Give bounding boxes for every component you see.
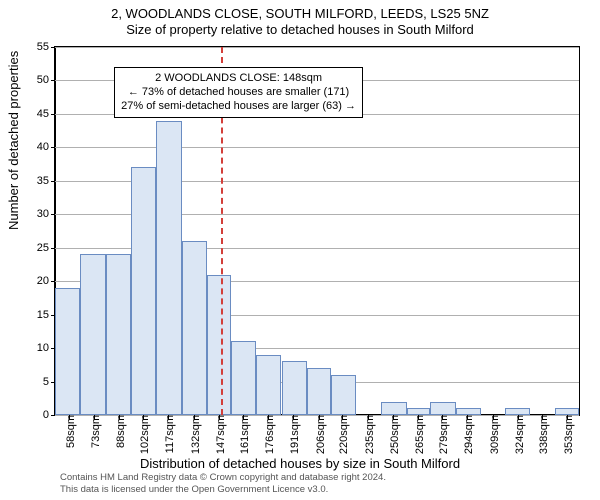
x-tick-label: 176sqm bbox=[260, 415, 276, 454]
annotation-line: 2 WOODLANDS CLOSE: 148sqm bbox=[121, 72, 356, 86]
gridline bbox=[55, 47, 579, 48]
y-tick-label: 15 bbox=[37, 309, 55, 321]
annotation-box: 2 WOODLANDS CLOSE: 148sqm← 73% of detach… bbox=[114, 67, 363, 118]
y-tick-label: 45 bbox=[37, 108, 55, 120]
histogram-bar bbox=[456, 408, 481, 415]
x-axis-label: Distribution of detached houses by size … bbox=[0, 456, 600, 471]
histogram-bar bbox=[282, 361, 307, 415]
x-tick-label: 88sqm bbox=[111, 415, 127, 448]
x-tick-label: 265sqm bbox=[410, 415, 426, 454]
x-tick-label: 235sqm bbox=[360, 415, 376, 454]
x-tick-label: 102sqm bbox=[135, 415, 151, 454]
page-title-line2: Size of property relative to detached ho… bbox=[0, 22, 600, 38]
gridline bbox=[55, 147, 579, 148]
x-tick-label: 58sqm bbox=[61, 415, 77, 448]
y-tick-label: 50 bbox=[37, 74, 55, 86]
x-tick-label: 220sqm bbox=[334, 415, 350, 454]
histogram-bar bbox=[381, 402, 406, 415]
histogram-bar bbox=[407, 408, 431, 415]
y-tick-label: 25 bbox=[37, 242, 55, 254]
x-tick-label: 191sqm bbox=[285, 415, 301, 454]
y-tick-label: 55 bbox=[37, 41, 55, 53]
y-tick-label: 35 bbox=[37, 175, 55, 187]
y-tick-label: 40 bbox=[37, 141, 55, 153]
histogram-bar bbox=[430, 402, 455, 415]
histogram-plot: 051015202530354045505558sqm73sqm88sqm102… bbox=[54, 46, 580, 416]
x-tick-label: 161sqm bbox=[235, 415, 251, 454]
histogram-bar bbox=[231, 341, 256, 415]
y-tick-label: 5 bbox=[43, 376, 55, 388]
x-tick-label: 73sqm bbox=[86, 415, 102, 448]
histogram-bar bbox=[55, 288, 80, 415]
histogram-bar bbox=[156, 121, 181, 415]
footer-line-1: Contains HM Land Registry data © Crown c… bbox=[60, 472, 588, 484]
y-tick-label: 0 bbox=[43, 409, 55, 421]
y-tick-label: 10 bbox=[37, 342, 55, 354]
x-tick-label: 117sqm bbox=[160, 415, 176, 453]
page-title-line1: 2, WOODLANDS CLOSE, SOUTH MILFORD, LEEDS… bbox=[0, 6, 600, 22]
histogram-bar bbox=[307, 368, 331, 415]
footer-line-2: This data is licensed under the Open Gov… bbox=[60, 484, 588, 496]
histogram-bar bbox=[131, 167, 156, 415]
annotation-line: ← 73% of detached houses are smaller (17… bbox=[121, 86, 356, 100]
x-tick-label: 353sqm bbox=[559, 415, 575, 454]
x-tick-label: 309sqm bbox=[485, 415, 501, 454]
histogram-bar bbox=[182, 241, 207, 415]
x-tick-label: 206sqm bbox=[311, 415, 327, 454]
histogram-bar bbox=[256, 355, 281, 415]
histogram-bar bbox=[505, 408, 530, 415]
footer-attribution: Contains HM Land Registry data © Crown c… bbox=[60, 472, 588, 496]
histogram-bar bbox=[106, 254, 131, 415]
histogram-bar bbox=[207, 275, 231, 416]
x-tick-label: 250sqm bbox=[385, 415, 401, 454]
x-tick-label: 147sqm bbox=[211, 415, 227, 454]
y-tick-label: 30 bbox=[37, 208, 55, 220]
x-tick-label: 324sqm bbox=[510, 415, 526, 454]
x-tick-label: 338sqm bbox=[534, 415, 550, 454]
histogram-bar bbox=[555, 408, 579, 415]
x-tick-label: 279sqm bbox=[434, 415, 450, 454]
annotation-line: 27% of semi-detached houses are larger (… bbox=[121, 100, 356, 114]
x-tick-label: 294sqm bbox=[459, 415, 475, 454]
y-axis-label: Number of detached properties bbox=[6, 51, 21, 230]
histogram-bar bbox=[80, 254, 105, 415]
x-tick-label: 132sqm bbox=[186, 415, 202, 454]
histogram-bar bbox=[331, 375, 356, 415]
y-tick-label: 20 bbox=[37, 275, 55, 287]
